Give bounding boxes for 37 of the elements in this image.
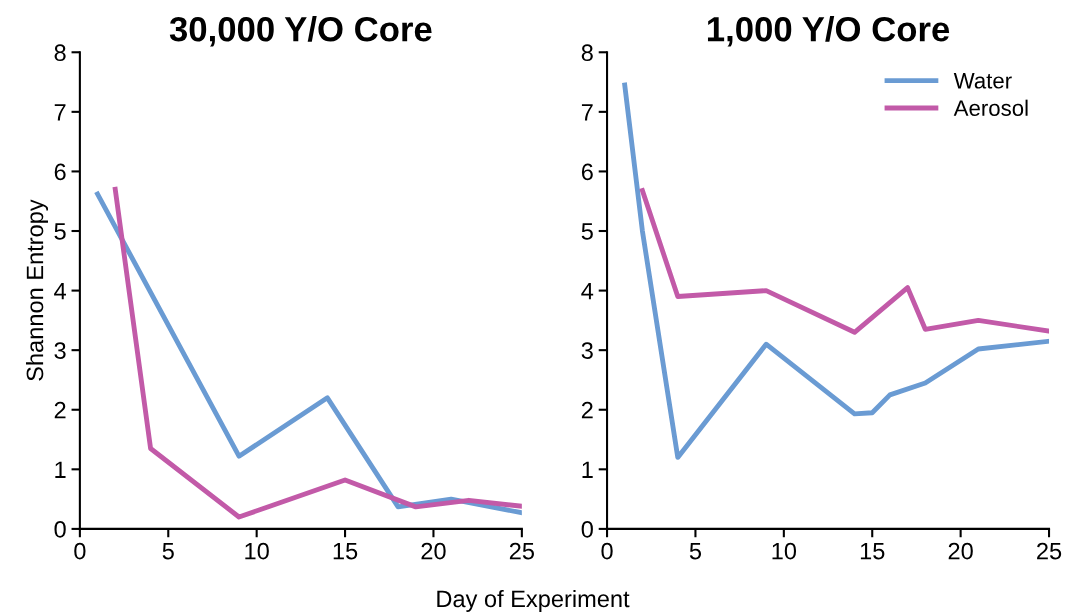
x-tick-label: 10	[245, 542, 269, 560]
y-tick-label: 1	[582, 461, 593, 478]
x-tick-label: 5	[162, 542, 174, 560]
x-tick-label: 10	[772, 542, 797, 560]
x-tick-label: 0	[601, 542, 613, 560]
y-tick-label: 3	[581, 342, 593, 359]
y-tick-label: 8	[581, 44, 593, 62]
y-tick-label: 0	[54, 520, 66, 538]
legend-label: Aerosol	[953, 99, 1028, 116]
y-tick-label: 2	[581, 401, 593, 419]
legend-label: Water	[953, 73, 1012, 89]
y-tick-label: 2	[54, 401, 66, 419]
chart-title: 30,000 Y/O Core	[169, 16, 432, 47]
x-tick-label: 5	[689, 542, 702, 560]
y-tick-label: 6	[581, 163, 593, 181]
x-tick-label: 15	[333, 542, 358, 560]
y-tick-label: 7	[581, 104, 593, 121]
y-tick-label: 7	[54, 104, 66, 121]
line-series	[639, 188, 1050, 335]
x-tick-label: 20	[421, 542, 446, 560]
x-tick-label: 15	[860, 542, 885, 560]
y-tick-label: 1	[55, 461, 66, 478]
y-tick-label: 5	[54, 223, 66, 240]
y-tick-label: 6	[54, 163, 66, 181]
x-tick-label: 25	[509, 542, 534, 560]
y-tick-label: 3	[54, 342, 66, 359]
y-tick-label: 4	[54, 282, 66, 300]
x-tick-label: 20	[948, 542, 973, 560]
y-tick-label: 5	[581, 223, 593, 240]
y-tick-label: 8	[54, 44, 66, 62]
x-axis-title: Day of Experiment	[437, 589, 630, 612]
y-tick-label: 4	[581, 282, 594, 300]
x-tick-label: 25	[1037, 542, 1062, 560]
y-axis-title: Shannon Entropy	[25, 199, 48, 381]
x-tick-label: 0	[74, 542, 86, 560]
y-tick-label: 0	[581, 520, 593, 538]
chart-title: 1,000 Y/O Core	[707, 16, 950, 47]
